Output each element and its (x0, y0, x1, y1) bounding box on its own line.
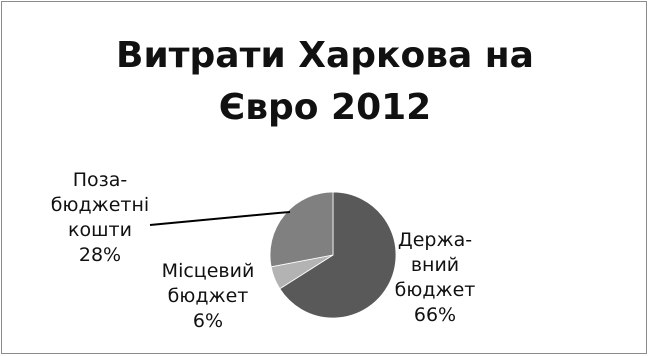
chart-title-line-1: Витрати Харкова на (116, 35, 534, 76)
leader-line-pozabudzhetni (149, 211, 291, 226)
slice-label-mistsevyi-value: 6% (192, 310, 224, 332)
slice-label-derzhavnyi-line: бюджет (394, 279, 476, 301)
slice-label-derzhavnyi-value: 66% (413, 304, 457, 326)
slice-label-derzhavnyi: Держа- вний бюджет 66% (380, 228, 490, 328)
slice-label-mistsevyi-line: бюджет (167, 285, 249, 307)
slice-label-derzhavnyi-line: Держа- (397, 229, 473, 251)
slice-label-mistsevyi-line: Місцевий (161, 260, 255, 282)
slice-label-derzhavnyi-line: вний (410, 254, 460, 276)
slice-label-pozabudzhetni-line: кошти (68, 219, 132, 241)
pie-slice-derzhavnyi (279, 191, 397, 319)
slice-label-pozabudzhetni-value: 28% (78, 244, 122, 266)
slice-label-mistsevyi: Місцевий бюджет 6% (143, 259, 273, 334)
slice-label-pozabudzhetni-line: Поза- (72, 169, 128, 191)
slice-label-pozabudzhetni-line: бюджетні (50, 194, 150, 216)
pie-slice-pozabudzhetni (269, 191, 334, 268)
chart-title: Витрати Харкова на Євро 2012 (0, 30, 650, 134)
slice-label-pozabudzhetni: Поза- бюджетні кошти 28% (40, 168, 160, 268)
chart-title-line-2: Євро 2012 (218, 87, 432, 128)
